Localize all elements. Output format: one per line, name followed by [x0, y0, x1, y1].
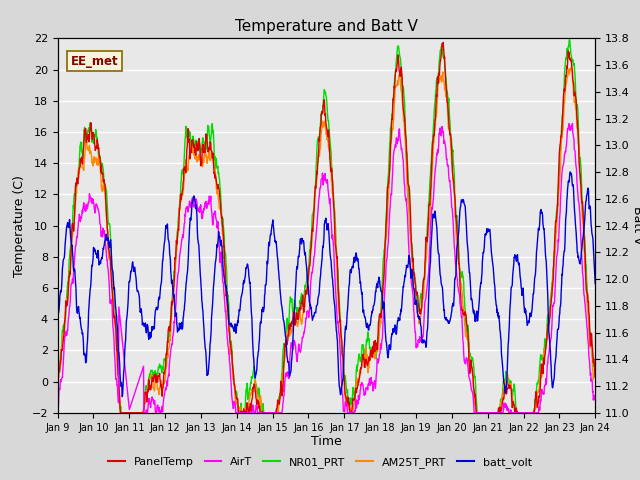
- Title: Temperature and Batt V: Temperature and Batt V: [235, 20, 418, 35]
- Legend: PanelTemp, AirT, NR01_PRT, AM25T_PRT, batt_volt: PanelTemp, AirT, NR01_PRT, AM25T_PRT, ba…: [104, 452, 536, 472]
- Y-axis label: Temperature (C): Temperature (C): [13, 175, 26, 276]
- Text: EE_met: EE_met: [71, 55, 118, 68]
- X-axis label: Time: Time: [311, 435, 342, 448]
- Y-axis label: Batt V: Batt V: [630, 206, 640, 245]
